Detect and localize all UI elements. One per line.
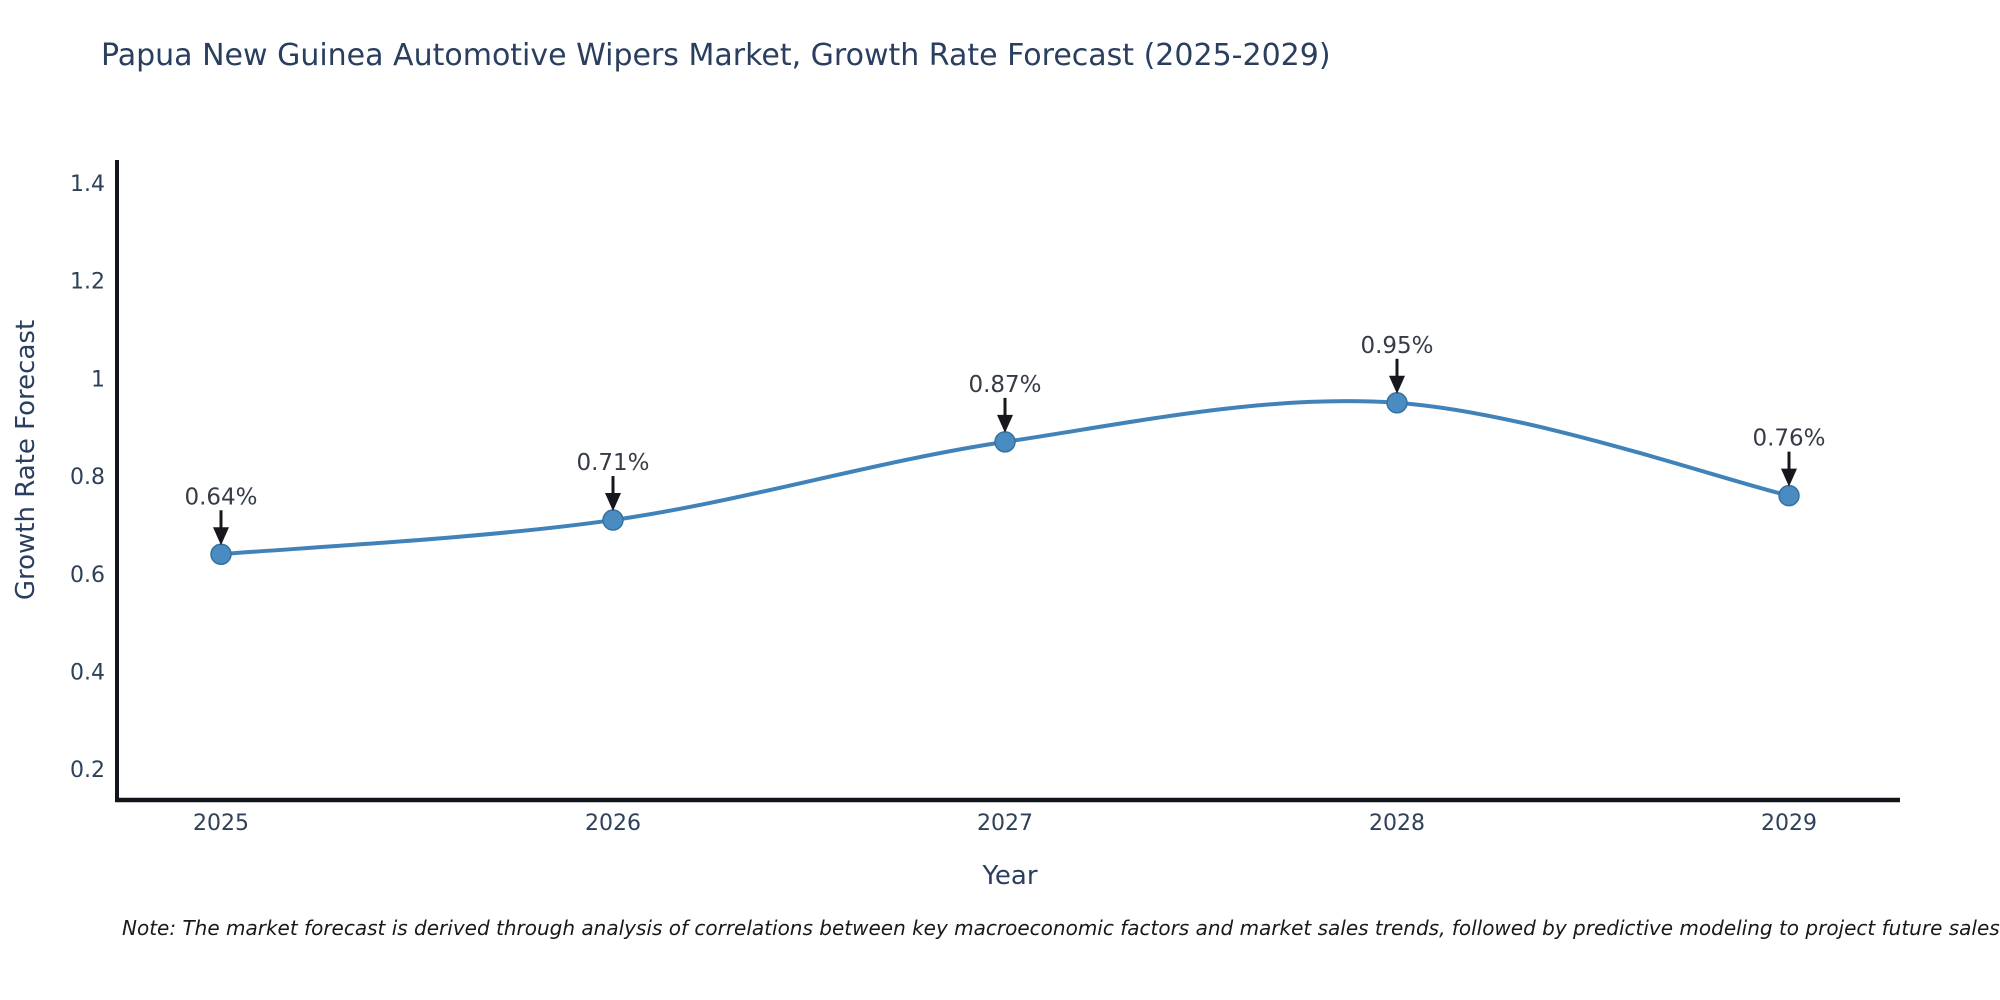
y-tick-label: 0.2 [70, 758, 105, 783]
annotation-arrowhead-icon [213, 527, 229, 546]
y-tick-label: 1 [91, 367, 105, 392]
data-point-marker [1386, 392, 1408, 414]
annotation-arrowhead-icon [1781, 468, 1797, 487]
y-tick-label: 0.6 [70, 563, 105, 588]
x-tick-label: 2029 [1761, 811, 1817, 836]
annotation-label: 0.76% [1752, 426, 1825, 452]
y-tick-label: 1.4 [70, 172, 105, 197]
x-axis-title: Year [981, 861, 1037, 891]
annotation-label: 0.71% [576, 450, 649, 476]
y-tick-label: 0.4 [70, 661, 105, 686]
y-axis-title: Growth Rate Forecast [11, 320, 41, 600]
x-tick-labels: 2025 2026 2027 2028 2029 [193, 811, 1817, 836]
y-tick-label: 0.8 [70, 465, 105, 490]
data-point-marker [210, 543, 232, 566]
data-point-marker [994, 431, 1016, 453]
y-tick-label: 1.2 [70, 270, 105, 295]
annotation-arrowhead-icon [997, 414, 1013, 433]
footnote: Note: The market forecast is derived thr… [122, 916, 2000, 940]
annotation-label: 0.95% [1360, 333, 1433, 359]
x-tick-label: 2025 [193, 811, 249, 836]
x-tick-label: 2027 [977, 811, 1033, 836]
annotation-label: 0.64% [184, 484, 257, 510]
annotation-label: 0.87% [968, 372, 1041, 398]
point-annotations: 0.64% 0.71% 0.87% 0.95% 0.76% [184, 333, 1826, 546]
annotation-arrowhead-icon [605, 493, 621, 512]
data-point-marker [1778, 484, 1800, 507]
annotation-arrowhead-icon [1389, 375, 1405, 394]
y-tick-labels: 0.2 0.4 0.6 0.8 1 1.2 1.4 [70, 172, 105, 783]
x-tick-label: 2028 [1369, 811, 1425, 836]
x-tick-label: 2026 [585, 811, 641, 836]
data-point-marker [602, 509, 624, 531]
chart-title: Papua New Guinea Automotive Wipers Marke… [101, 38, 1331, 73]
